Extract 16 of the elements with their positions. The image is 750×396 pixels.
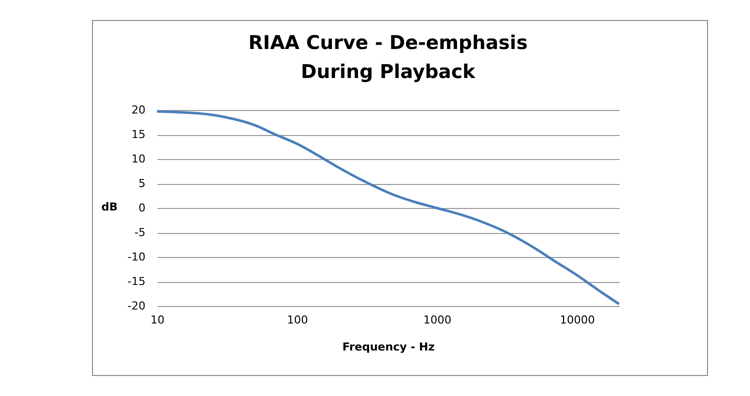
- y-tick-label: -5: [134, 226, 146, 239]
- x-tick-label: 100: [286, 314, 308, 326]
- x-tick-label: 1000: [423, 314, 452, 326]
- x-axis-title: Frequency - Hz: [342, 340, 435, 354]
- y-tick-label: 15: [132, 128, 146, 141]
- x-tick-label: 10000: [560, 314, 595, 326]
- y-tick-label: 5: [138, 177, 146, 190]
- y-tick-label: -10: [128, 250, 146, 264]
- chart-title: RIAA Curve - De-emphasis During Playback: [248, 32, 528, 83]
- y-tick-label: 20: [132, 104, 146, 116]
- x-tick-label: 10: [150, 314, 164, 326]
- y-tick-label: -15: [128, 275, 146, 288]
- y-axis-title: dB: [101, 200, 118, 214]
- y-tick-label: -20: [128, 300, 146, 312]
- y-tick-label: 10: [132, 152, 146, 166]
- y-tick-label: 0: [138, 202, 146, 214]
